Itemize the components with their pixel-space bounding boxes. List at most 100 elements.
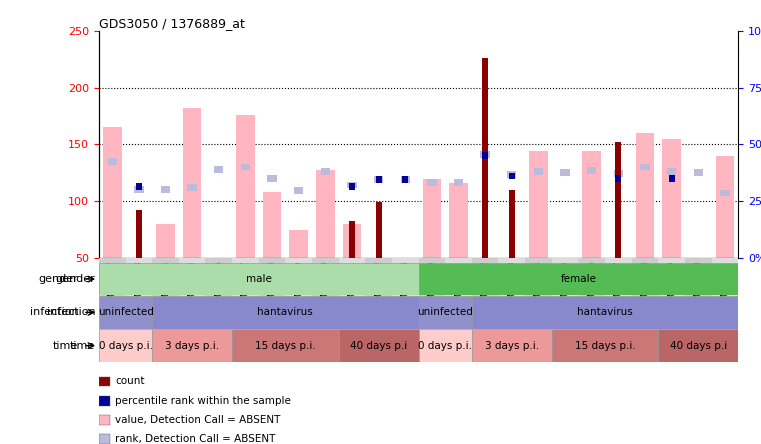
Bar [214, 166, 224, 173]
Bar [454, 179, 463, 186]
Bar [632, 258, 658, 317]
Bar [587, 167, 597, 174]
Bar [349, 183, 355, 190]
Text: infection: infection [46, 307, 95, 317]
Bar [482, 58, 488, 258]
Text: time: time [53, 341, 78, 351]
Text: GSM175460: GSM175460 [321, 261, 330, 311]
Bar [126, 258, 152, 317]
Bar [693, 169, 703, 176]
Bar [259, 258, 285, 317]
Bar [156, 224, 175, 258]
Bar [715, 156, 734, 258]
Text: GSM175444: GSM175444 [534, 261, 543, 311]
Bar [509, 173, 514, 179]
FancyBboxPatch shape [152, 296, 419, 329]
Text: uninfected: uninfected [417, 307, 473, 317]
Text: rank, Detection Call = ABSENT: rank, Detection Call = ABSENT [115, 434, 275, 444]
Bar [136, 210, 142, 258]
Bar [183, 108, 202, 258]
Bar [205, 258, 232, 317]
Text: GSM175449: GSM175449 [667, 261, 676, 311]
Bar [107, 158, 117, 165]
Text: GSM175454: GSM175454 [161, 261, 170, 311]
Bar [232, 258, 259, 317]
Bar [560, 169, 570, 176]
FancyBboxPatch shape [552, 329, 658, 362]
Bar [427, 179, 437, 186]
Bar [240, 163, 250, 170]
Bar [267, 175, 277, 182]
Bar [152, 258, 179, 317]
Bar [578, 258, 605, 317]
Text: GDS3050 / 1376889_at: GDS3050 / 1376889_at [99, 17, 245, 30]
Bar [99, 396, 110, 406]
Bar [403, 176, 408, 183]
Bar [134, 186, 144, 193]
Text: percentile rank within the sample: percentile rank within the sample [115, 396, 291, 406]
Text: 0 days p.i.: 0 days p.i. [419, 341, 472, 351]
Text: 3 days p.i.: 3 days p.i. [165, 341, 219, 351]
Bar [640, 163, 650, 170]
FancyBboxPatch shape [99, 263, 419, 295]
Bar [605, 258, 632, 317]
Bar [552, 258, 578, 317]
Bar [720, 190, 730, 196]
Text: GSM175445: GSM175445 [561, 261, 569, 311]
Bar [582, 151, 601, 258]
Bar [533, 168, 543, 175]
Text: GSM175456: GSM175456 [215, 261, 223, 311]
Bar [509, 190, 514, 258]
Text: GSM175455: GSM175455 [188, 261, 196, 311]
Bar [99, 415, 110, 425]
Text: infection: infection [30, 307, 78, 317]
Text: 40 days p.i: 40 days p.i [350, 341, 407, 351]
FancyBboxPatch shape [99, 296, 152, 329]
Text: GSM175447: GSM175447 [614, 261, 622, 311]
FancyBboxPatch shape [419, 329, 472, 362]
Text: count: count [115, 377, 145, 386]
Text: GSM175452: GSM175452 [108, 261, 116, 311]
Text: male: male [246, 274, 272, 284]
Text: GSM175457: GSM175457 [241, 261, 250, 311]
Bar [662, 139, 681, 258]
Bar [392, 258, 419, 317]
Bar [365, 258, 392, 317]
Bar [285, 258, 312, 317]
Bar [320, 168, 330, 175]
Bar [480, 151, 490, 158]
Text: GSM175453: GSM175453 [135, 261, 143, 311]
Bar [236, 115, 255, 258]
Bar [289, 230, 308, 258]
FancyBboxPatch shape [658, 329, 738, 362]
Bar [294, 187, 304, 194]
Bar [445, 258, 472, 317]
Text: female: female [560, 274, 597, 284]
Text: GSM175440: GSM175440 [428, 261, 436, 311]
Bar [376, 176, 381, 183]
Text: GSM175461: GSM175461 [348, 261, 356, 311]
Text: hantavirus: hantavirus [257, 307, 314, 317]
Text: time: time [70, 341, 95, 351]
Text: hantavirus: hantavirus [577, 307, 633, 317]
Text: GSM175462: GSM175462 [374, 261, 383, 311]
Bar [263, 192, 282, 258]
Text: gender: gender [56, 274, 95, 284]
Text: 40 days p.i: 40 days p.i [670, 341, 727, 351]
Bar [669, 175, 674, 182]
Text: GSM175459: GSM175459 [295, 261, 303, 311]
Bar [99, 377, 110, 386]
Bar [400, 176, 410, 183]
Bar [103, 127, 122, 258]
Bar [658, 258, 685, 317]
Bar [136, 183, 142, 190]
Text: GSM175441: GSM175441 [454, 261, 463, 311]
Bar [161, 186, 170, 193]
Bar [342, 224, 361, 258]
Text: 3 days p.i.: 3 days p.i. [485, 341, 539, 351]
Text: gender: gender [39, 274, 78, 284]
Bar [449, 183, 468, 258]
Text: GSM175446: GSM175446 [587, 261, 596, 311]
Text: GSM175448: GSM175448 [641, 261, 649, 311]
FancyBboxPatch shape [472, 329, 552, 362]
